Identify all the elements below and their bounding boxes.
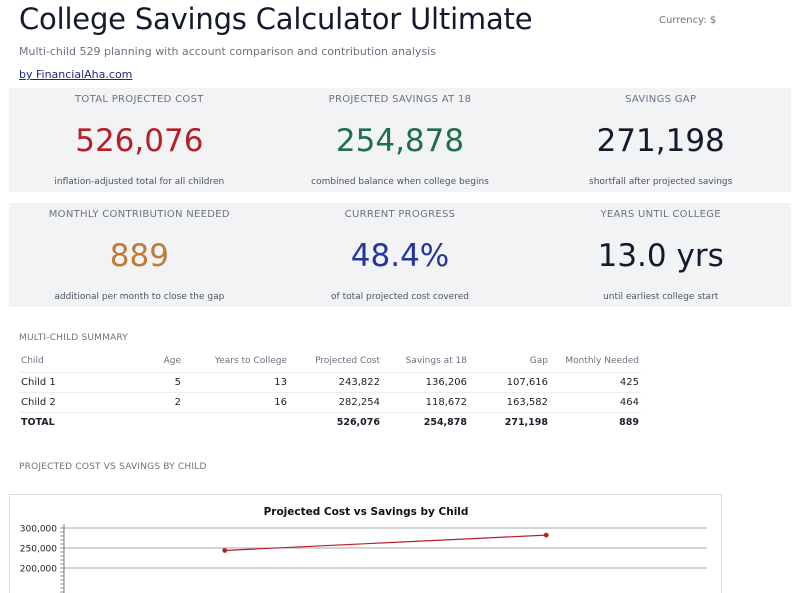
cell-total-savings: 254,878 — [423, 417, 467, 429]
cell-total-gap: 271,198 — [504, 417, 548, 429]
series-point — [543, 532, 549, 538]
currency-indicator: Currency: $ — [659, 15, 717, 26]
cell-savings-at-18: 118,672 — [382, 392, 469, 413]
column-header-age: Age — [129, 350, 183, 373]
cell-child: Child 2 — [19, 392, 129, 413]
stat-label: MONTHLY CONTRIBUTION NEEDED — [48, 209, 230, 220]
stat-label: PROJECTED SAVINGS AT 18 — [328, 94, 472, 105]
cell-age: 5 — [129, 372, 183, 393]
stat-savings-gap: SAVINGS GAP 271,198 shortfall after proj… — [530, 88, 791, 192]
cell-total-projected-cost: 526,076 — [336, 417, 380, 429]
stat-value: 48.4% — [350, 238, 450, 274]
cell-total-monthly: 889 — [619, 417, 639, 429]
summary-section-label: MULTI-CHILD SUMMARY — [19, 333, 129, 343]
cell-projected-cost: 243,822 — [289, 372, 382, 393]
column-header-years-to-college: Years to College — [183, 350, 289, 373]
stat-monthly-contribution: MONTHLY CONTRIBUTION NEEDED 889 addition… — [9, 203, 270, 307]
stat-note: of total projected cost covered — [331, 292, 469, 302]
table-row: Child 1 5 13 243,822 136,206 107,616 425 — [19, 372, 641, 393]
stat-projected-savings: PROJECTED SAVINGS AT 18 254,878 combined… — [270, 88, 531, 192]
stat-total-projected-cost: TOTAL PROJECTED COST 526,076 inflation-a… — [9, 88, 270, 192]
series-point — [222, 548, 228, 553]
cell-monthly-needed: 425 — [550, 372, 641, 393]
stat-value: 254,878 — [335, 123, 465, 159]
table-row: Child 2 2 16 282,254 118,672 163,582 464 — [19, 392, 641, 413]
cell-gap: 163,582 — [469, 392, 550, 413]
page-title: College Savings Calculator Ultimate — [19, 2, 533, 36]
stat-label: SAVINGS GAP — [625, 94, 697, 105]
chart-title: Projected Cost vs Savings by Child — [264, 506, 469, 518]
cell-savings-at-18: 136,206 — [382, 372, 469, 393]
y-tick-label: 250,000 — [20, 545, 57, 555]
stat-years-until-college: YEARS UNTIL COLLEGE 13.0 yrs until earli… — [530, 203, 791, 307]
cell-total-years — [183, 412, 289, 433]
stat-note: until earliest college start — [603, 292, 719, 302]
byline-link[interactable]: by FinancialAha.com — [19, 68, 133, 81]
chart-canvas: Projected Cost vs Savings by Child 300,0… — [20, 506, 707, 593]
stat-note: combined balance when college begins — [311, 177, 489, 187]
stat-note: shortfall after projected savings — [589, 177, 733, 187]
stats-row-secondary: MONTHLY CONTRIBUTION NEEDED 889 addition… — [9, 203, 791, 307]
cost-vs-savings-chart: Projected Cost vs Savings by Child 300,0… — [9, 494, 722, 593]
multi-child-summary-table: Child Age Years to College Projected Cos… — [19, 350, 641, 433]
stat-label: YEARS UNTIL COLLEGE — [600, 209, 721, 220]
cell-projected-cost: 282,254 — [289, 392, 382, 413]
y-tick-label: 200,000 — [20, 565, 57, 575]
cell-gap: 107,616 — [469, 372, 550, 393]
stats-row-primary: TOTAL PROJECTED COST 526,076 inflation-a… — [9, 88, 791, 192]
stat-value: 13.0 yrs — [597, 238, 724, 274]
stat-current-progress: CURRENT PROGRESS 48.4% of total projecte… — [270, 203, 531, 307]
stat-note: additional per month to close the gap — [54, 292, 225, 302]
column-header-child: Child — [19, 350, 129, 373]
cell-monthly-needed: 464 — [550, 392, 641, 413]
cell-total-label: TOTAL — [21, 417, 55, 429]
stat-label: CURRENT PROGRESS — [344, 209, 456, 220]
column-header-gap: Gap — [469, 350, 550, 373]
table-header-row: Child Age Years to College Projected Cos… — [19, 350, 641, 373]
cell-age: 2 — [129, 392, 183, 413]
stat-label: TOTAL PROJECTED COST — [75, 94, 204, 105]
cell-years-to-college: 13 — [183, 372, 289, 393]
stat-note: inflation-adjusted total for all childre… — [54, 177, 225, 187]
y-tick-label: 300,000 — [20, 525, 57, 535]
stat-value: 271,198 — [596, 123, 725, 159]
stat-value: 526,076 — [75, 123, 204, 159]
chart-section-label: PROJECTED COST VS SAVINGS BY CHILD — [19, 462, 207, 472]
column-header-savings-at-18: Savings at 18 — [382, 350, 469, 373]
column-header-projected-cost: Projected Cost — [289, 350, 382, 373]
cell-child: Child 1 — [19, 372, 129, 393]
page-subtitle: Multi-child 529 planning with account co… — [19, 45, 436, 58]
table-total-row: TOTAL 526,076 254,878 271,198 889 — [19, 412, 641, 433]
chart-gridlines — [64, 527, 707, 569]
column-header-monthly-needed: Monthly Needed — [550, 350, 641, 373]
cell-years-to-college: 16 — [183, 392, 289, 413]
chart-series — [222, 532, 549, 553]
stat-value: 889 — [109, 238, 169, 274]
chart-y-axis: 300,000 250,000 200,000 — [20, 524, 65, 593]
cell-total-age — [129, 412, 183, 433]
series-line — [224, 534, 547, 552]
